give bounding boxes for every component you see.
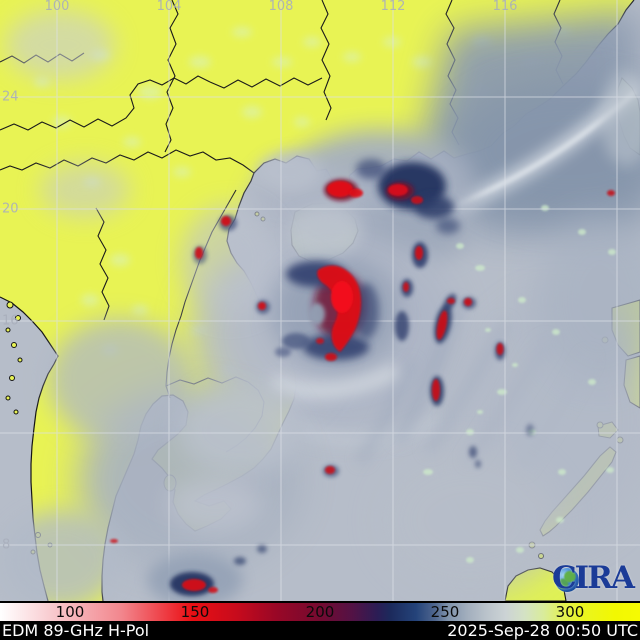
lon-label-108: 108 (268, 0, 294, 14)
globe-icon (555, 568, 579, 592)
satellite-map: 100 104 108 112 116 24 20 16 8 CIRA (0, 0, 640, 601)
satellite-image-art (0, 0, 640, 601)
colorbar-tick-250: 250 (430, 603, 460, 621)
timestamp-label: 2025-Sep-28 00:50 UTC (447, 621, 638, 640)
colorbar: 100 150 200 250 300 (0, 601, 640, 621)
convection-layer (110, 159, 615, 601)
cira-logo: CIRA (552, 560, 640, 600)
lon-label-104: 104 (156, 0, 182, 14)
cyclone-eye (309, 303, 325, 325)
colorbar-tick-100: 100 (55, 603, 85, 621)
lon-label-100: 100 (44, 0, 70, 14)
lat-label-24: 24 (2, 89, 19, 105)
lat-label-8: 8 (2, 537, 11, 553)
lat-label-20: 20 (2, 201, 19, 217)
colorbar-tick-150: 150 (180, 603, 210, 621)
product-label: EDM 89-GHz H-Pol (2, 621, 150, 640)
colorbar-tick-200: 200 (305, 603, 335, 621)
lon-label-116: 116 (492, 0, 518, 14)
colorbar-tick-300: 300 (555, 603, 585, 621)
status-bar: EDM 89-GHz H-Pol 2025-Sep-28 00:50 UTC (0, 621, 640, 640)
cira-logo-text: CIRA (552, 560, 635, 596)
lat-label-16: 16 (2, 313, 19, 329)
lon-label-112: 112 (380, 0, 406, 14)
